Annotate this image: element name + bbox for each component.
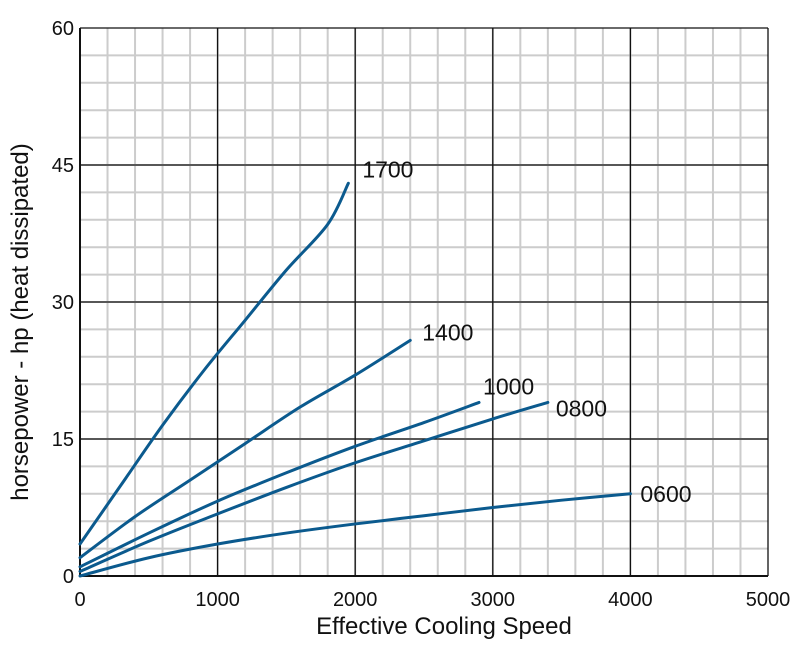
- series-label-0600: 0600: [640, 481, 691, 507]
- axes: [79, 28, 768, 577]
- major-grid: [80, 27, 769, 576]
- y-axis-title: horsepower - hp (heat dissipated): [7, 143, 34, 501]
- x-tick-label: 2000: [333, 589, 378, 611]
- y-tick-label: 45: [52, 155, 74, 177]
- series-label-0800: 0800: [556, 395, 607, 421]
- x-tick-label: 0: [74, 589, 85, 611]
- series-line-1700: [78, 181, 350, 546]
- series-line-0600: [78, 492, 632, 578]
- y-tick-label: 30: [52, 292, 74, 314]
- y-tick-label: 60: [52, 18, 74, 40]
- series-line-1400: [78, 338, 412, 560]
- series-label-1700: 1700: [362, 156, 413, 182]
- series-line-1000: [78, 400, 481, 569]
- series-labels: 1700 1400 1000 0800 0600: [362, 156, 691, 507]
- x-tick-label: 4000: [608, 589, 653, 611]
- series-lines: [78, 181, 632, 578]
- x-tick-label: 3000: [471, 589, 516, 611]
- x-tick-labels: 0 1000 2000 3000 4000 5000: [74, 589, 790, 611]
- x-tick-label: 1000: [195, 589, 240, 611]
- series-label-1000: 1000: [483, 373, 534, 399]
- y-tick-label: 15: [52, 429, 74, 451]
- y-tick-label: 0: [63, 566, 74, 588]
- y-tick-labels: 0 15 30 45 60: [52, 18, 74, 588]
- series-label-1400: 1400: [422, 319, 473, 345]
- x-axis-title: Effective Cooling Speed: [316, 613, 572, 640]
- x-tick-label: 5000: [746, 589, 791, 611]
- series-line-0800: [78, 400, 550, 573]
